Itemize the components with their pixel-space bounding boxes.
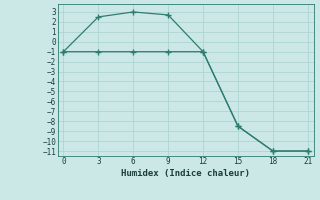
X-axis label: Humidex (Indice chaleur): Humidex (Indice chaleur) [121,169,250,178]
